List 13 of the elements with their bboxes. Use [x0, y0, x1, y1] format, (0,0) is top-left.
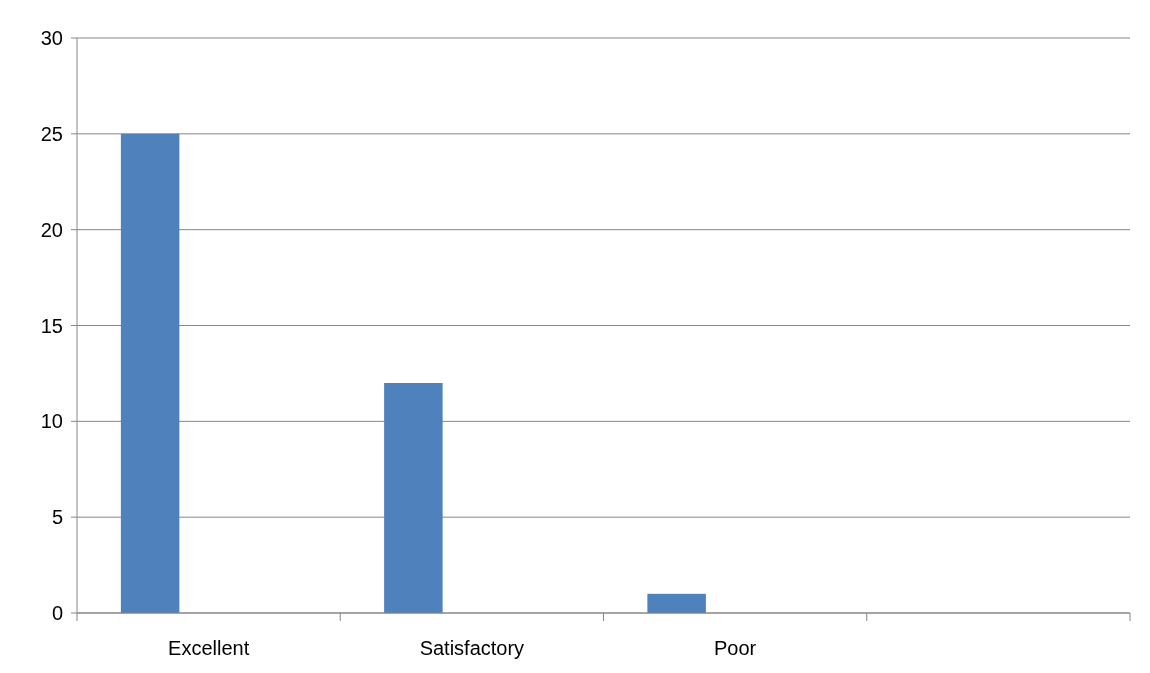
y-tick-label: 0	[51, 602, 63, 624]
y-tick-label: 15	[40, 314, 63, 337]
bar	[647, 593, 706, 613]
x-tick-label: Poor	[714, 637, 757, 659]
x-tick-label: Excellent	[168, 637, 250, 659]
x-tick-label: Satisfactory	[419, 637, 525, 659]
y-tick-label: 30	[40, 27, 63, 49]
y-tick-label: 20	[40, 218, 63, 241]
bar	[120, 133, 180, 613]
y-tick-label: 5	[51, 506, 63, 529]
bar	[384, 383, 443, 613]
y-tick-label: 10	[40, 410, 63, 433]
y-tick-label: 25	[40, 122, 63, 145]
